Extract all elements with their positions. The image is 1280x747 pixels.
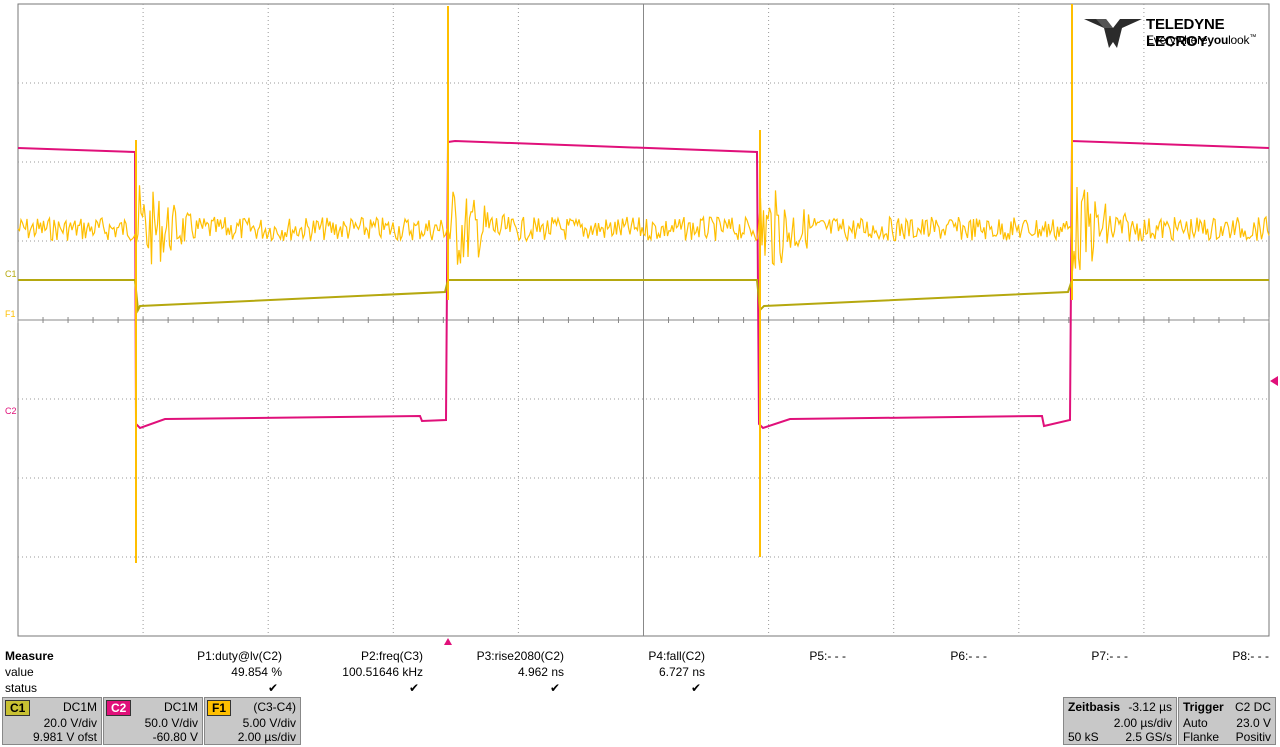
c2-level-marker[interactable]: C2 [5,406,17,416]
c2-offset: -60.80 V [152,730,198,744]
status-row-label: status [5,681,38,695]
c2-trace [17,139,1270,430]
timebase-rate: 2.5 GS/s [1125,730,1172,744]
f1-timebase: 2.00 µs/div [237,730,296,744]
measure-table: Measure P1:duty@lv(C2) P2:freq(C3) P3:ri… [0,648,1280,696]
c1-offset: 9.981 V ofst [32,730,97,744]
f1-level-marker[interactable]: F1 [5,309,16,319]
function-f1-descriptor[interactable]: F1 (C3-C4) 5.00 V/div 2.00 µs/div [204,697,301,745]
timebase-samples: 50 kS [1068,730,1099,744]
f1-expression: (C3-C4) [253,700,296,714]
p2-status-check-icon: ✔ [409,681,420,695]
trigger-type: Flanke [1183,730,1220,744]
param-p5-name[interactable]: P5:- - - [809,649,846,663]
logo-brand-text: TELEDYNE LECROY [1146,16,1225,50]
param-p4-value: 6.727 ns [658,665,705,679]
c1-scale: 20.0 V/div [43,716,97,730]
trigger-slope: Positiv [1235,730,1271,744]
f1-tag: F1 [207,700,232,716]
timebase-descriptor[interactable]: Zeitbasis -3.12 µs 2.00 µs/div 50 kS 2.5… [1063,697,1177,745]
timebase-tdiv: 2.00 µs/div [1113,716,1172,730]
measure-title[interactable]: Measure [5,649,54,663]
trigger-position-marker-icon[interactable] [444,638,452,645]
channel-c2-descriptor[interactable]: C2 DC1M 50.0 V/div -60.80 V [103,697,203,745]
trigger-source: C2 DC [1234,700,1271,714]
trigger-mode: Auto [1183,716,1208,730]
param-p4-name[interactable]: P4:fall(C2) [648,649,705,663]
c2-scale: 50.0 V/div [144,716,198,730]
param-p8-name[interactable]: P8:- - - [1232,649,1269,663]
param-p1-name[interactable]: P1:duty@lv(C2) [197,649,282,663]
timebase-title: Zeitbasis [1068,700,1121,714]
c2-tag: C2 [106,700,132,716]
timebase-delay: -3.12 µs [1128,700,1172,714]
f1-trace [17,185,1270,272]
p4-status-check-icon: ✔ [691,681,702,695]
c2-coupling: DC1M [163,700,198,714]
param-p3-value: 4.962 ns [517,665,564,679]
trigger-title: Trigger [1183,700,1224,714]
param-p2-value: 100.51646 kHz [342,665,423,679]
trigger-level-marker-icon[interactable] [1270,376,1278,386]
p1-status-check-icon: ✔ [268,681,279,695]
f1-scale: 5.00 V/div [242,716,296,730]
p3-status-check-icon: ✔ [550,681,561,695]
measure-header-row: Measure P1:duty@lv(C2) P2:freq(C3) P3:ri… [0,648,1280,664]
c1-coupling: DC1M [62,700,97,714]
c1-trace [18,279,1269,314]
trigger-level: 23.0 V [1236,716,1271,730]
value-row-label: value [5,665,34,679]
measure-status-row: status ✔ ✔ ✔ ✔ [0,680,1280,696]
trigger-descriptor[interactable]: Trigger C2 DC Auto 23.0 V Flanke Positiv [1178,697,1276,745]
channel-c1-descriptor[interactable]: C1 DC1M 20.0 V/div 9.981 V ofst [2,697,102,745]
measure-value-row: value 49.854 % 100.51646 kHz 4.962 ns 6.… [0,664,1280,680]
param-p2-name[interactable]: P2:freq(C3) [360,649,423,663]
waveform-grid [17,3,1270,637]
logo-tagline: Everywhereyoulook™ [1146,33,1257,47]
param-p6-name[interactable]: P6:- - - [950,649,987,663]
param-p3-name[interactable]: P3:rise2080(C2) [476,649,564,663]
teledyne-lecroy-logo: TELEDYNE LECROY Everywhereyoulook™ [1084,16,1274,52]
param-p7-name[interactable]: P7:- - - [1091,649,1128,663]
logo-mark-icon [1084,19,1142,48]
c1-level-marker[interactable]: C1 [5,269,17,279]
param-p1-value: 49.854 % [231,665,282,679]
c1-tag: C1 [5,700,31,716]
waveform-display[interactable]: TELEDYNE LECROY Everywhereyoulook™ C1 F1… [0,0,1280,645]
